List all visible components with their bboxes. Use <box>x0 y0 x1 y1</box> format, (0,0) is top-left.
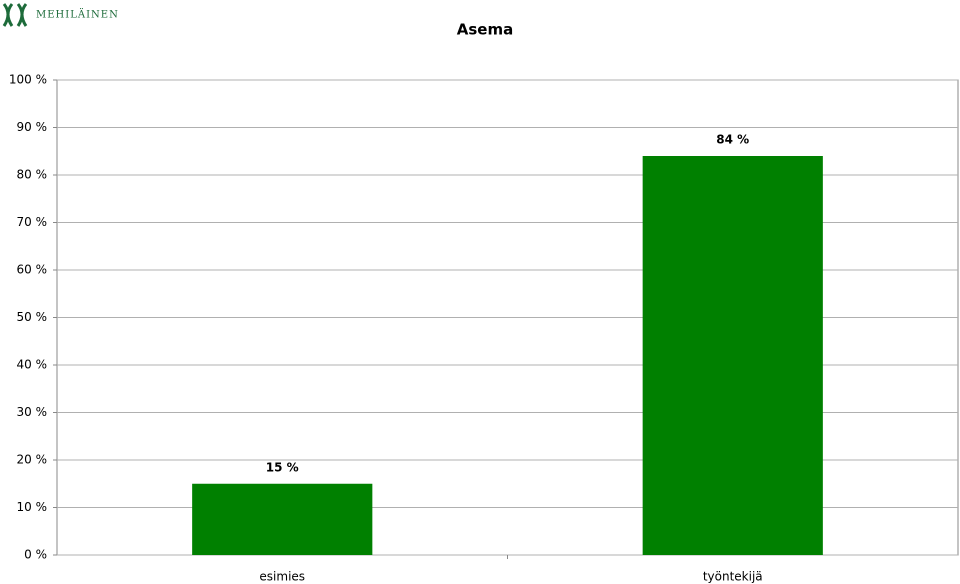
y-tick-label: 100 % <box>9 73 47 87</box>
y-tick-label: 70 % <box>17 215 48 229</box>
x-tick-label: esimies <box>259 570 305 584</box>
y-tick-label: 0 % <box>24 548 47 562</box>
y-tick-label: 30 % <box>17 405 48 419</box>
value-label: 84 % <box>716 133 749 147</box>
logo-text: MEHILÄINEN <box>36 9 119 21</box>
bar <box>192 483 373 555</box>
y-tick-label: 50 % <box>17 310 48 324</box>
y-tick-label: 20 % <box>17 453 48 467</box>
logo: MEHILÄINEN <box>2 3 119 27</box>
y-tick-label: 90 % <box>17 120 48 134</box>
chart-title: Asema <box>457 21 513 39</box>
logo-mark <box>2 3 28 27</box>
y-tick-label: 10 % <box>17 500 48 514</box>
y-tick-label: 40 % <box>17 358 48 372</box>
y-tick-label: 80 % <box>17 168 48 182</box>
value-label: 15 % <box>266 460 299 474</box>
x-tick-label: työntekijä <box>703 570 763 584</box>
y-tick-label: 60 % <box>17 263 48 277</box>
bar <box>642 156 823 555</box>
